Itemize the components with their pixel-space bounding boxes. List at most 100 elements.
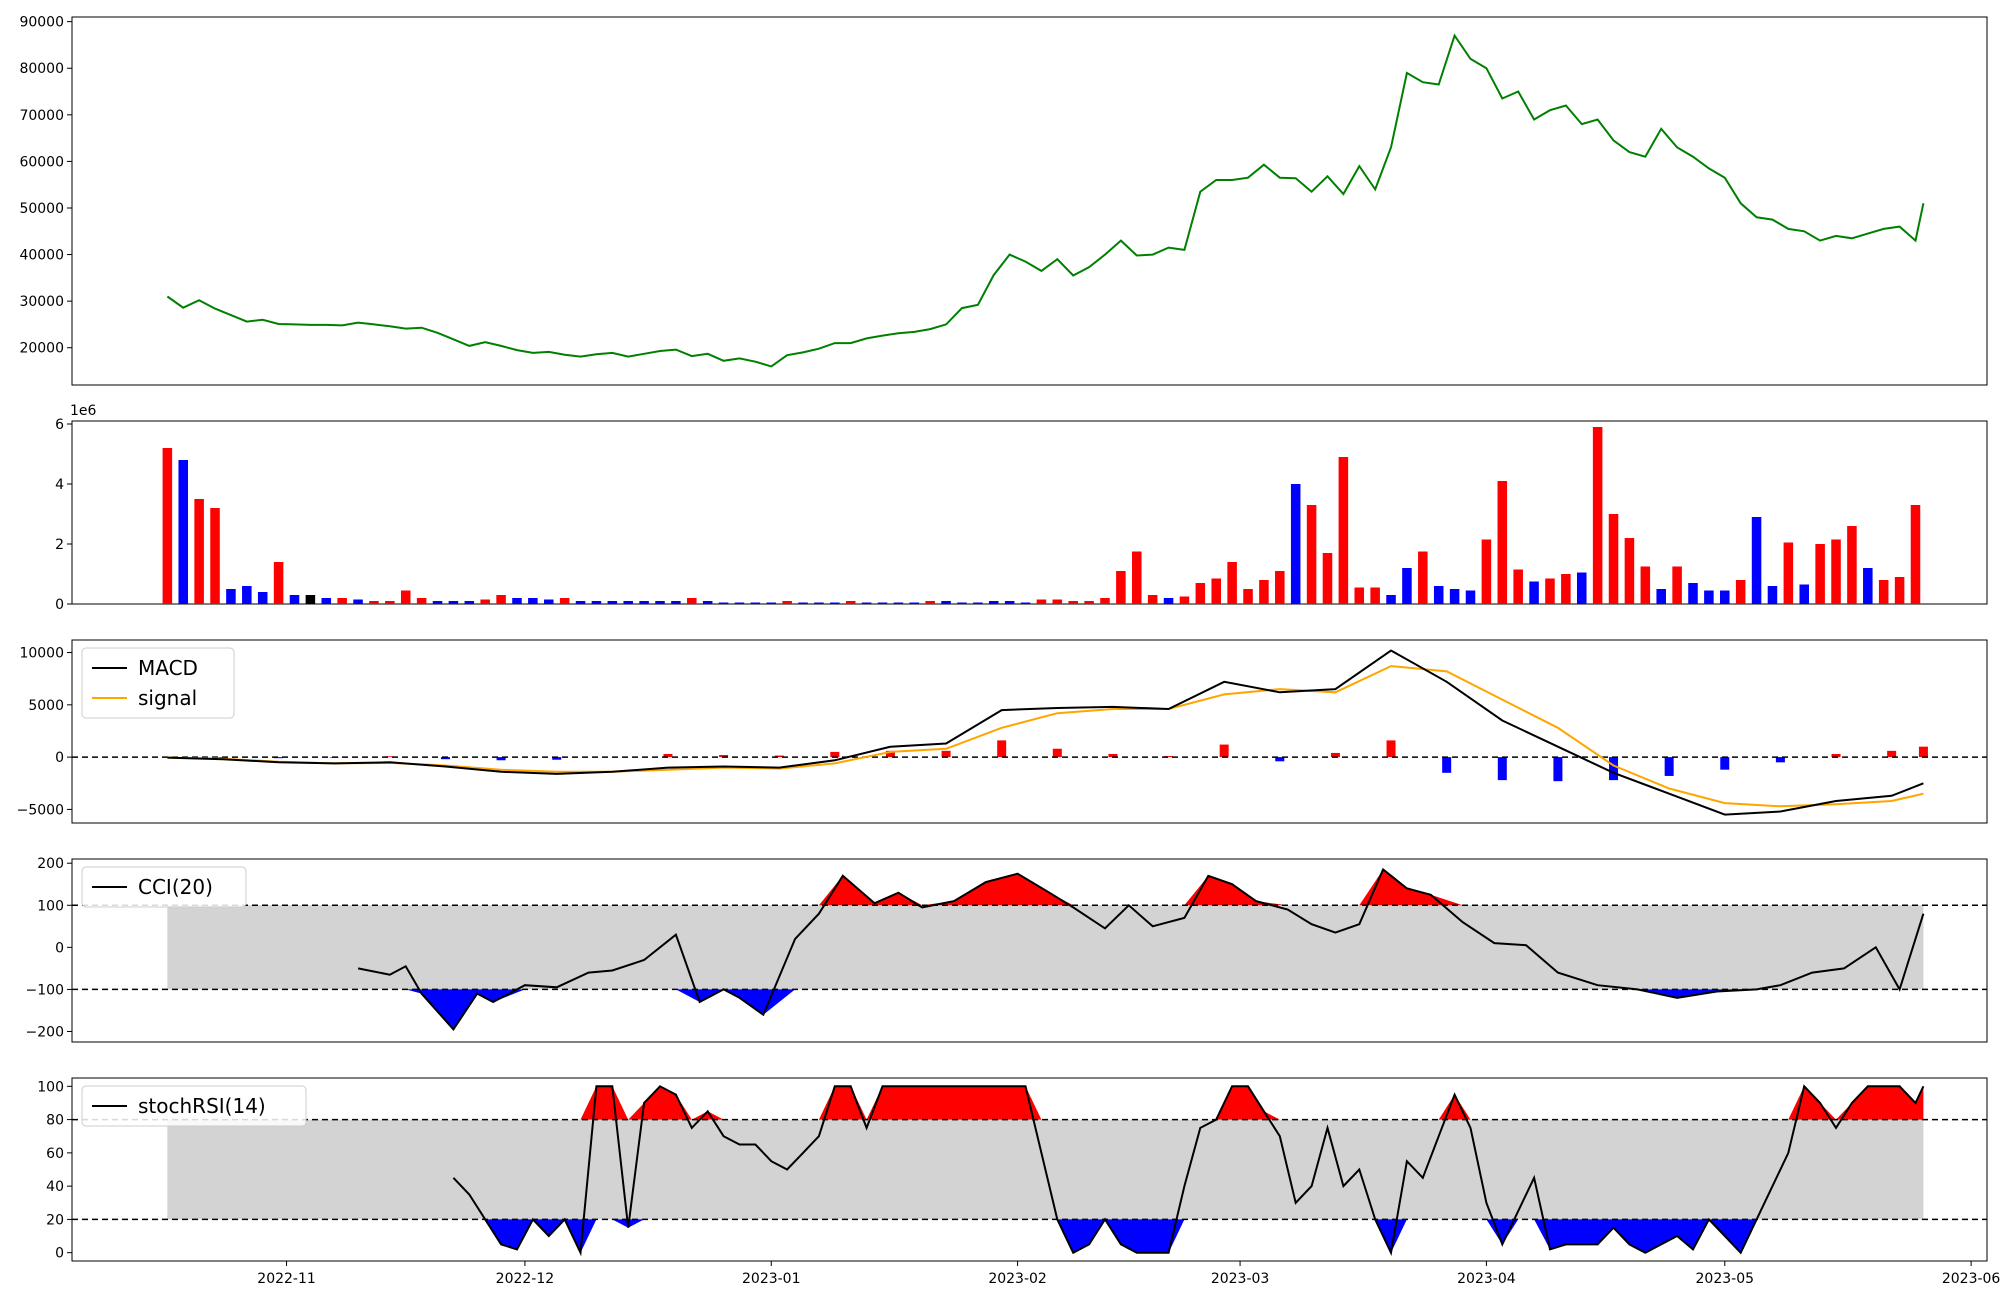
volume-bar <box>1052 599 1063 604</box>
volume-bar <box>194 499 204 604</box>
y-tick-label: 0 <box>55 1246 64 1262</box>
volume-bar <box>1449 589 1460 604</box>
volume-bar <box>1863 568 1873 604</box>
y-tick-label: 4 <box>55 477 64 493</box>
cci-line <box>357 867 1925 1032</box>
volume-bar <box>559 598 570 604</box>
volume-bar <box>1386 595 1396 604</box>
legend-box <box>81 866 247 908</box>
x-tick-label: 2022-12 <box>496 1271 555 1287</box>
volume-bar <box>1624 538 1635 604</box>
macd-histogram-bar <box>1108 753 1118 758</box>
macd-histogram-bar <box>1442 757 1452 773</box>
price-panel: 20000 30000 40000 50000 60000 70000 80000 90000 <box>19 15 1988 386</box>
x-axis: 2022-11 2022-12 2023-01 2023-02 2023-03 2023-… <box>257 1261 2000 1287</box>
axes-frame <box>71 639 1988 824</box>
volume-bar <box>1036 599 1047 604</box>
y-tick-label: 40 <box>46 1179 64 1195</box>
y-tick-label: 0 <box>55 597 64 613</box>
volume-bar <box>496 595 506 604</box>
volume-bar <box>623 601 633 604</box>
macd-histogram-bar <box>1831 753 1841 758</box>
x-tick-label: 2023-03 <box>1211 1271 1270 1287</box>
volume-bar <box>1704 590 1714 604</box>
volume-bar <box>639 601 649 604</box>
y-tick-label: 30000 <box>19 294 64 310</box>
y-tick-label: 200 <box>37 856 64 872</box>
legend-label: signal <box>138 686 197 710</box>
y-tick-label: 50000 <box>19 201 64 217</box>
volume-bar <box>1656 589 1666 604</box>
macd-histogram-bar <box>719 755 729 758</box>
macd-histogram-bar <box>1918 746 1928 758</box>
volume-bar <box>734 602 745 604</box>
volume-bar <box>877 602 888 604</box>
macd-histogram-bar <box>1219 744 1229 758</box>
legend-label: CCI(20) <box>138 875 213 899</box>
volume-bar <box>575 601 586 604</box>
axes-frame <box>71 16 1988 386</box>
x-tick-label: 2023-02 <box>988 1271 1047 1287</box>
volume-bar <box>1418 551 1428 604</box>
macd-histogram-bar <box>1775 757 1785 763</box>
y-tick-label: 6 <box>55 417 64 433</box>
volume-bar <box>480 599 490 604</box>
volume-bar <box>1306 505 1317 604</box>
volume-bar <box>1402 568 1412 604</box>
cci-oversold-fill <box>358 989 1924 1030</box>
volume-bar <box>543 599 554 604</box>
y-tick-label: −200 <box>26 1024 64 1040</box>
legend-label: stochRSI(14) <box>138 1094 266 1118</box>
stochrsi-panel: 0 20 40 60 80 100 stochRSI(14) <box>37 1077 1988 1262</box>
volume-bar <box>1004 601 1015 604</box>
macd-histogram-bar <box>774 755 784 758</box>
stochrsi-line <box>452 1084 1925 1257</box>
volume-bar <box>1831 539 1841 604</box>
macd-histogram-bar <box>496 757 506 761</box>
volume-bar <box>1179 596 1190 604</box>
macd-line <box>167 649 1924 816</box>
y-tick-label: 40000 <box>19 248 64 264</box>
macd-histogram-bar <box>1386 740 1396 758</box>
macd-histogram-bar <box>1275 757 1285 762</box>
volume-bar <box>591 601 602 604</box>
volume-bar <box>1672 566 1682 604</box>
legend-box <box>81 1085 307 1127</box>
macd-histogram-bar <box>1052 748 1062 758</box>
y-tick-label: 10000 <box>19 646 64 662</box>
macd-histogram-bar <box>1887 750 1897 758</box>
volume-bar <box>1640 566 1651 604</box>
macd-histogram-bar <box>385 756 395 758</box>
volume-bar <box>909 602 920 604</box>
macd-histogram-bar <box>941 750 951 758</box>
volume-bar <box>1513 569 1523 604</box>
volume-bar <box>178 460 189 604</box>
volume-bar <box>353 599 363 604</box>
volume-bar <box>226 589 236 604</box>
volume-bar <box>1481 539 1492 604</box>
volume-bar <box>1338 457 1349 604</box>
y-offset-label: 1e6 <box>70 403 97 419</box>
volume-bar <box>1370 587 1380 604</box>
macd-histogram-bar <box>1664 757 1674 776</box>
price-line <box>166 33 1925 368</box>
volume-bar <box>1290 484 1301 604</box>
volume-bar <box>718 602 729 604</box>
macd-histogram-bar <box>1720 757 1730 770</box>
macd-histogram-bar <box>830 751 840 758</box>
volume-bar <box>1322 553 1333 604</box>
volume-bar <box>1259 580 1269 604</box>
y-tick-label: 90000 <box>19 15 64 31</box>
macd-histogram-bar <box>997 740 1007 758</box>
x-tick-label: 2023-04 <box>1457 1271 1516 1287</box>
volume-bar <box>210 508 220 604</box>
volume-bar <box>973 602 983 604</box>
volume-bar <box>1815 544 1825 604</box>
volume-bar <box>1100 598 1110 604</box>
volume-bar <box>1561 574 1571 604</box>
legend-box <box>81 647 235 719</box>
volume-bar <box>289 595 300 604</box>
volume-bar <box>1720 590 1730 604</box>
stochrsi-overbought-fill <box>453 1086 1924 1120</box>
